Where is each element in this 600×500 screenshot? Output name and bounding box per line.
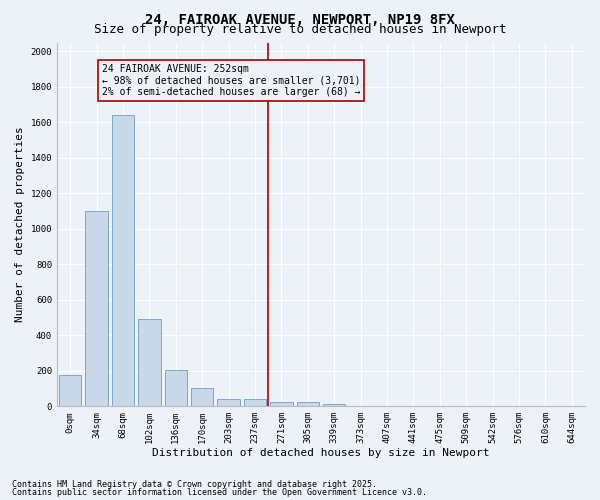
X-axis label: Distribution of detached houses by size in Newport: Distribution of detached houses by size …	[152, 448, 490, 458]
Bar	[244, 399, 266, 406]
Bar	[191, 388, 214, 406]
Text: Contains HM Land Registry data © Crown copyright and database right 2025.: Contains HM Land Registry data © Crown c…	[12, 480, 377, 489]
Bar	[217, 399, 240, 406]
Text: Size of property relative to detached houses in Newport: Size of property relative to detached ho…	[94, 22, 506, 36]
Bar	[270, 402, 293, 406]
Text: 24, FAIROAK AVENUE, NEWPORT, NP19 8FX: 24, FAIROAK AVENUE, NEWPORT, NP19 8FX	[145, 12, 455, 26]
Bar	[323, 404, 346, 406]
Bar	[112, 115, 134, 406]
Bar	[164, 370, 187, 406]
Text: Contains public sector information licensed under the Open Government Licence v3: Contains public sector information licen…	[12, 488, 427, 497]
Bar	[138, 320, 161, 406]
Bar	[296, 402, 319, 406]
Bar	[59, 375, 82, 406]
Bar	[85, 211, 108, 406]
Text: 24 FAIROAK AVENUE: 252sqm
← 98% of detached houses are smaller (3,701)
2% of sem: 24 FAIROAK AVENUE: 252sqm ← 98% of detac…	[102, 64, 361, 97]
Y-axis label: Number of detached properties: Number of detached properties	[15, 126, 25, 322]
